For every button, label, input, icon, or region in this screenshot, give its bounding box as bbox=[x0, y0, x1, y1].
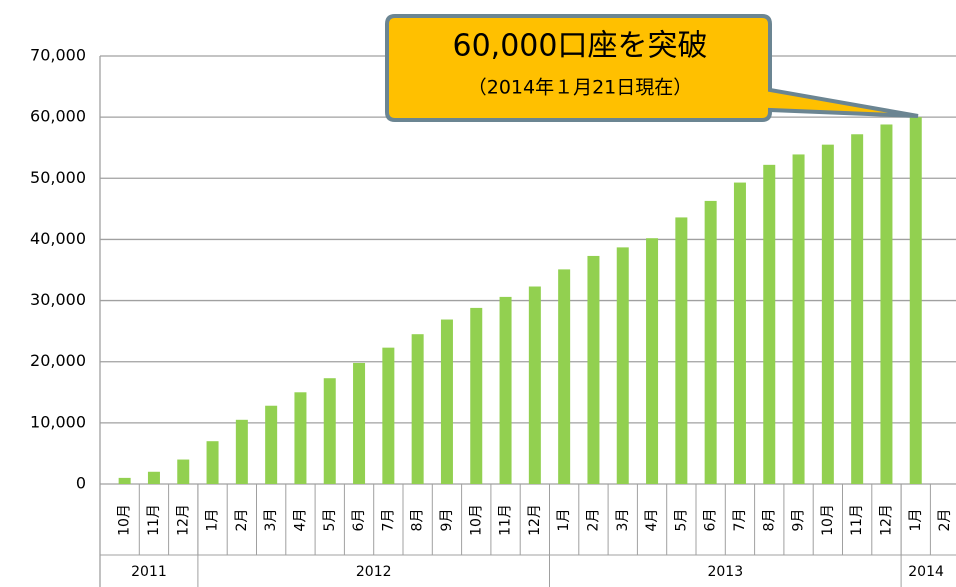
year-label: 2014 bbox=[908, 564, 944, 580]
bar bbox=[909, 117, 922, 485]
bar bbox=[177, 459, 190, 484]
bar bbox=[646, 238, 659, 484]
bar bbox=[792, 154, 805, 484]
x-tick-label: 4月 bbox=[644, 509, 660, 532]
x-tick-label: 9月 bbox=[439, 509, 455, 532]
y-tick-label: 60,000 bbox=[30, 107, 86, 126]
callout: 60,000口座を突破 （2014年１月21日現在） bbox=[385, 14, 919, 122]
x-tick-label: 6月 bbox=[703, 509, 719, 532]
y-tick-label: 10,000 bbox=[30, 412, 86, 431]
bar bbox=[440, 319, 453, 484]
bar bbox=[763, 164, 776, 484]
bar bbox=[323, 378, 336, 484]
x-tick-label: 10月 bbox=[117, 504, 133, 536]
bar bbox=[733, 182, 746, 484]
x-tick-label: 2月 bbox=[585, 509, 601, 532]
x-tick-label: 1月 bbox=[205, 509, 221, 532]
bar bbox=[880, 124, 893, 484]
bar bbox=[147, 471, 160, 484]
bar bbox=[704, 200, 717, 484]
bar bbox=[235, 419, 248, 484]
x-tick-label: 8月 bbox=[761, 509, 777, 532]
x-tick-label: 7月 bbox=[732, 509, 748, 532]
bar bbox=[821, 144, 834, 484]
bar bbox=[528, 286, 541, 484]
callout-subtitle: （2014年１月21日現在） bbox=[468, 77, 693, 99]
year-label: 2013 bbox=[707, 564, 743, 580]
x-tick-label: 3月 bbox=[263, 509, 279, 532]
x-tick-label: 7月 bbox=[380, 509, 396, 532]
bar bbox=[851, 134, 864, 484]
bar bbox=[499, 296, 512, 484]
bar bbox=[294, 392, 307, 484]
bar bbox=[265, 405, 278, 484]
y-tick-label: 30,000 bbox=[30, 290, 86, 309]
x-tick-label: 8月 bbox=[410, 509, 426, 532]
x-tick-label: 10月 bbox=[468, 504, 484, 536]
x-tick-label: 1月 bbox=[556, 509, 572, 532]
x-tick-label: 10月 bbox=[820, 504, 836, 536]
bar bbox=[118, 477, 131, 484]
bar bbox=[558, 269, 571, 484]
x-tick-label: 5月 bbox=[673, 509, 689, 532]
y-tick-label: 70,000 bbox=[30, 46, 86, 65]
y-tick-label: 0 bbox=[76, 474, 86, 493]
x-tick-label: 5月 bbox=[322, 509, 338, 532]
bar bbox=[353, 362, 366, 484]
bar bbox=[382, 347, 395, 484]
x-tick-label: 2月 bbox=[937, 509, 953, 532]
bar bbox=[206, 441, 219, 484]
bar bbox=[411, 334, 424, 484]
x-tick-label: 6月 bbox=[351, 509, 367, 532]
bar bbox=[616, 247, 629, 484]
x-tick-label: 12月 bbox=[878, 504, 894, 536]
y-tick-label: 40,000 bbox=[30, 229, 86, 248]
year-label: 2012 bbox=[356, 564, 392, 580]
x-tick-label: 12月 bbox=[175, 504, 191, 536]
y-tick-label: 50,000 bbox=[30, 168, 86, 187]
x-tick-label: 11月 bbox=[849, 504, 865, 536]
x-tick-label: 11月 bbox=[146, 504, 162, 536]
bar bbox=[587, 255, 600, 484]
bar bbox=[675, 217, 688, 484]
x-tick-label: 11月 bbox=[498, 504, 514, 536]
year-label: 2011 bbox=[131, 564, 167, 580]
bar bbox=[470, 307, 483, 484]
callout-title: 60,000口座を突破 bbox=[453, 29, 708, 64]
x-tick-label: 12月 bbox=[527, 504, 543, 536]
y-tick-label: 20,000 bbox=[30, 351, 86, 370]
x-tick-label: 2月 bbox=[234, 509, 250, 532]
x-tick-label: 3月 bbox=[615, 509, 631, 532]
x-tick-label: 1月 bbox=[908, 509, 924, 532]
x-tick-label: 9月 bbox=[791, 509, 807, 532]
x-tick-label: 4月 bbox=[292, 509, 308, 532]
callout-box bbox=[385, 14, 919, 122]
